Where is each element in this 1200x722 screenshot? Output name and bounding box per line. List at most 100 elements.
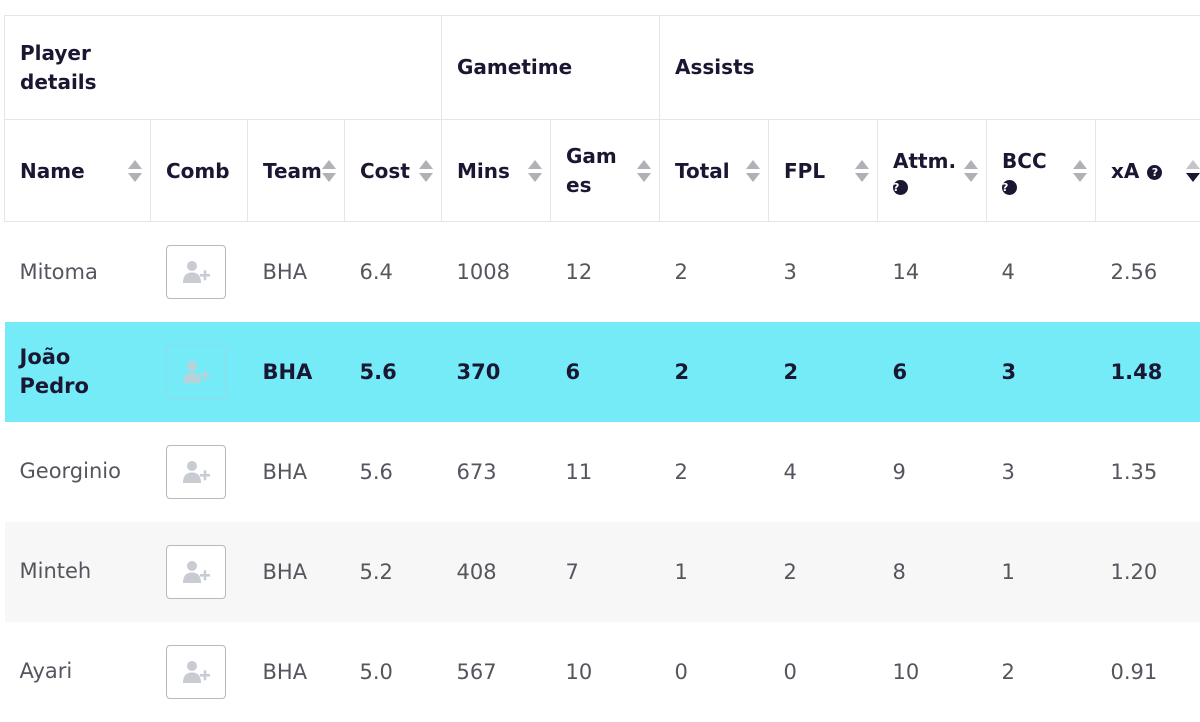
group-header-assists: Assists xyxy=(660,16,1200,120)
add-to-comparison-button[interactable] xyxy=(166,245,226,299)
attm-cell: 9 xyxy=(878,422,987,522)
player-name[interactable]: Ayari xyxy=(5,622,151,722)
col-header-label: Attm. xyxy=(893,149,956,173)
xa-cell: 1.20 xyxy=(1096,522,1200,622)
xa-cell: 2.56 xyxy=(1096,222,1200,322)
table-body: Mitoma BHA 6.4 1008 12 2 3 14 4 2.56 Joã… xyxy=(5,222,1200,722)
player-stats-table: Player details Gametime Assists Name Com… xyxy=(4,15,1200,722)
cost-cell: 5.2 xyxy=(345,522,442,622)
fpl-cell: 3 xyxy=(769,222,878,322)
comb-cell xyxy=(151,322,248,422)
bcc-cell: 4 xyxy=(987,222,1096,322)
team-cell: BHA xyxy=(248,222,345,322)
total-cell: 0 xyxy=(660,622,769,722)
col-header-label: BCC xyxy=(1002,149,1047,173)
attm-cell: 6 xyxy=(878,322,987,422)
team-cell: BHA xyxy=(248,522,345,622)
table-row[interactable]: Mitoma BHA 6.4 1008 12 2 3 14 4 2.56 xyxy=(5,222,1200,322)
add-user-icon xyxy=(181,659,211,685)
table-row[interactable]: Ayari BHA 5.0 567 10 0 0 10 2 0.91 xyxy=(5,622,1200,722)
group-header-label: Player details xyxy=(20,39,140,97)
comb-cell xyxy=(151,222,248,322)
games-cell: 11 xyxy=(551,422,660,522)
total-cell: 2 xyxy=(660,422,769,522)
games-cell: 10 xyxy=(551,622,660,722)
fpl-cell: 2 xyxy=(769,322,878,422)
col-header-team[interactable]: Team xyxy=(248,120,345,222)
comb-cell xyxy=(151,422,248,522)
question-circle-icon[interactable]: ? xyxy=(1147,165,1162,180)
group-header-label: Assists xyxy=(675,55,755,79)
add-to-comparison-button[interactable] xyxy=(166,645,226,699)
add-user-icon xyxy=(181,359,211,385)
sort-arrows-icon[interactable] xyxy=(322,160,336,182)
bcc-cell: 1 xyxy=(987,522,1096,622)
table-row[interactable]: Georginio BHA 5.6 673 11 2 4 9 3 1.35 xyxy=(5,422,1200,522)
add-to-comparison-button[interactable] xyxy=(166,445,226,499)
sort-arrows-icon[interactable] xyxy=(964,160,978,182)
col-header-mins[interactable]: Mins xyxy=(442,120,551,222)
player-name[interactable]: João Pedro xyxy=(5,322,151,422)
sort-desc-icon[interactable] xyxy=(1186,160,1200,182)
col-header-total[interactable]: Total xyxy=(660,120,769,222)
table-row[interactable]: Minteh BHA 5.2 408 7 1 2 8 1 1.20 xyxy=(5,522,1200,622)
games-cell: 7 xyxy=(551,522,660,622)
cost-cell: 5.6 xyxy=(345,322,442,422)
fpl-cell: 2 xyxy=(769,522,878,622)
games-cell: 12 xyxy=(551,222,660,322)
player-name[interactable]: Minteh xyxy=(5,522,151,622)
xa-cell: 0.91 xyxy=(1096,622,1200,722)
sort-arrows-icon[interactable] xyxy=(1073,160,1087,182)
col-header-cost[interactable]: Cost xyxy=(345,120,442,222)
add-user-icon xyxy=(181,259,211,285)
cost-cell: 5.6 xyxy=(345,422,442,522)
table-row[interactable]: João Pedro BHA 5.6 370 6 2 2 6 3 1.48 xyxy=(5,322,1200,422)
group-header-row: Player details Gametime Assists xyxy=(5,16,1200,120)
player-stats-table-container: Player details Gametime Assists Name Com… xyxy=(4,15,1200,722)
player-name[interactable]: Georginio xyxy=(5,422,151,522)
add-to-comparison-button[interactable] xyxy=(166,345,226,399)
group-header-player-details: Player details xyxy=(5,16,442,120)
add-to-comparison-button[interactable] xyxy=(166,545,226,599)
question-circle-icon[interactable]: ? xyxy=(893,180,908,195)
bcc-cell: 3 xyxy=(987,322,1096,422)
total-cell: 1 xyxy=(660,522,769,622)
mins-cell: 370 xyxy=(442,322,551,422)
games-cell: 6 xyxy=(551,322,660,422)
total-cell: 2 xyxy=(660,222,769,322)
mins-cell: 408 xyxy=(442,522,551,622)
xa-cell: 1.35 xyxy=(1096,422,1200,522)
col-header-comb: Comb xyxy=(151,120,248,222)
col-header-name[interactable]: Name xyxy=(5,120,151,222)
sort-arrows-icon[interactable] xyxy=(855,160,869,182)
col-header-games[interactable]: Games xyxy=(551,120,660,222)
team-cell: BHA xyxy=(248,622,345,722)
comb-cell xyxy=(151,522,248,622)
col-header-bcc[interactable]: BCC ? xyxy=(987,120,1096,222)
sort-arrows-icon[interactable] xyxy=(528,160,542,182)
mins-cell: 673 xyxy=(442,422,551,522)
sort-arrows-icon[interactable] xyxy=(419,160,433,182)
total-cell: 2 xyxy=(660,322,769,422)
col-header-label: xA xyxy=(1111,159,1139,183)
sort-arrows-icon[interactable] xyxy=(637,160,651,182)
xa-cell: 1.48 xyxy=(1096,322,1200,422)
col-header-fpl[interactable]: FPL xyxy=(769,120,878,222)
sort-arrows-icon[interactable] xyxy=(746,160,760,182)
fpl-cell: 0 xyxy=(769,622,878,722)
mins-cell: 1008 xyxy=(442,222,551,322)
attm-cell: 14 xyxy=(878,222,987,322)
sort-arrows-icon[interactable] xyxy=(128,160,142,182)
bcc-cell: 2 xyxy=(987,622,1096,722)
col-header-xa[interactable]: xA? xyxy=(1096,120,1200,222)
mins-cell: 567 xyxy=(442,622,551,722)
player-name[interactable]: Mitoma xyxy=(5,222,151,322)
col-header-attm[interactable]: Attm. ? xyxy=(878,120,987,222)
question-circle-icon[interactable]: ? xyxy=(1002,180,1017,195)
column-header-row: Name Comb Team Cost Mins Games xyxy=(5,120,1200,222)
attm-cell: 8 xyxy=(878,522,987,622)
fpl-cell: 4 xyxy=(769,422,878,522)
group-header-gametime: Gametime xyxy=(442,16,660,120)
add-user-icon xyxy=(181,459,211,485)
team-cell: BHA xyxy=(248,322,345,422)
